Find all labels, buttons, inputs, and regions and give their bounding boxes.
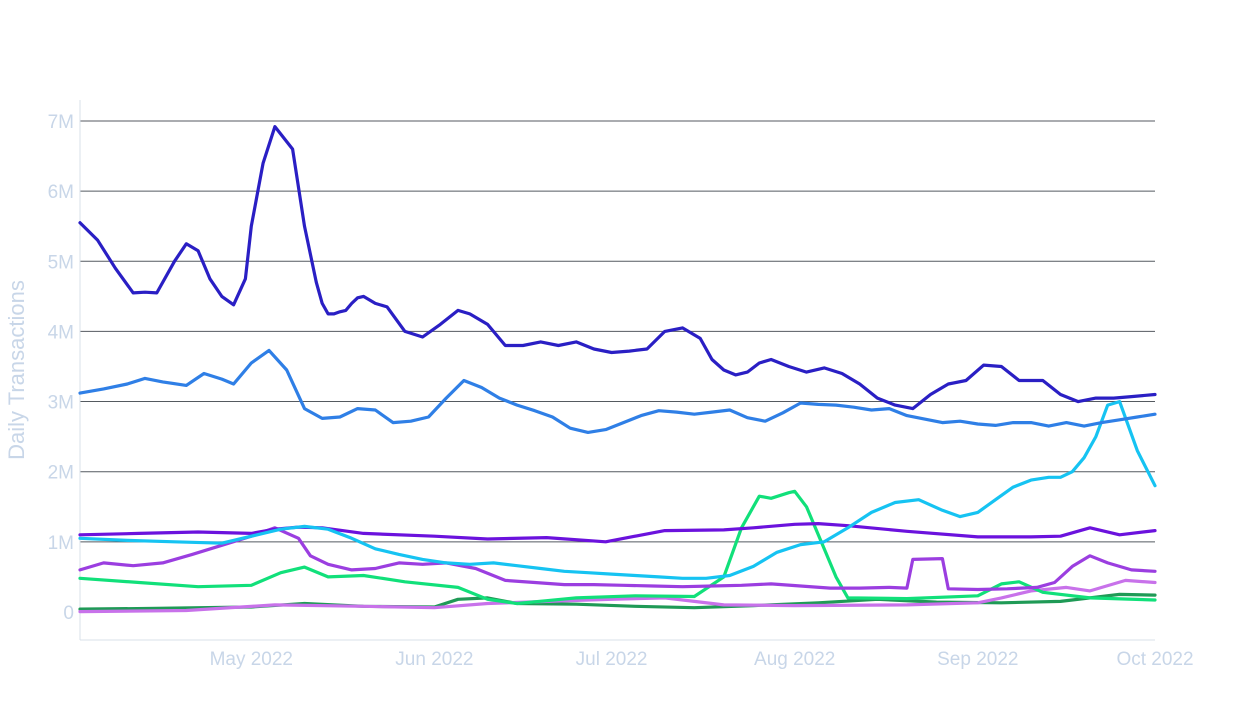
y-tick-label: 4M [48, 322, 74, 343]
series-lines [78, 124, 1157, 614]
x-tick-label: May 2022 [210, 649, 293, 670]
x-tick-label: Jun 2022 [395, 649, 473, 670]
series-line-6 [78, 578, 1157, 614]
series-line-2 [78, 348, 1157, 434]
y-tick-label: 7M [48, 112, 74, 133]
series-line-3 [78, 400, 1157, 580]
y-tick-label: 0 [63, 603, 74, 624]
y-tick-labels: 0 1M 2M 3M 4M 5M 6M 7M [48, 112, 74, 624]
y-tick-label: 1M [48, 533, 74, 554]
series-line-1 [78, 124, 1157, 411]
y-axis-title: Daily Transactions [4, 280, 29, 460]
x-tick-label: Aug 2022 [754, 649, 835, 670]
axes [79, 100, 1155, 641]
gridlines [80, 120, 1155, 543]
x-tick-label: Jul 2022 [576, 649, 648, 670]
x-tick-labels: May 2022 Jun 2022 Jul 2022 Aug 2022 Sep 2022… [210, 649, 1194, 670]
y-tick-label: 5M [48, 252, 74, 273]
x-tick-label: Oct 2022 [1116, 649, 1193, 670]
y-tick-label: 6M [48, 182, 74, 203]
y-tick-label: 3M [48, 393, 74, 414]
y-tick-label: 2M [48, 463, 74, 484]
x-tick-label: Sep 2022 [937, 649, 1018, 670]
